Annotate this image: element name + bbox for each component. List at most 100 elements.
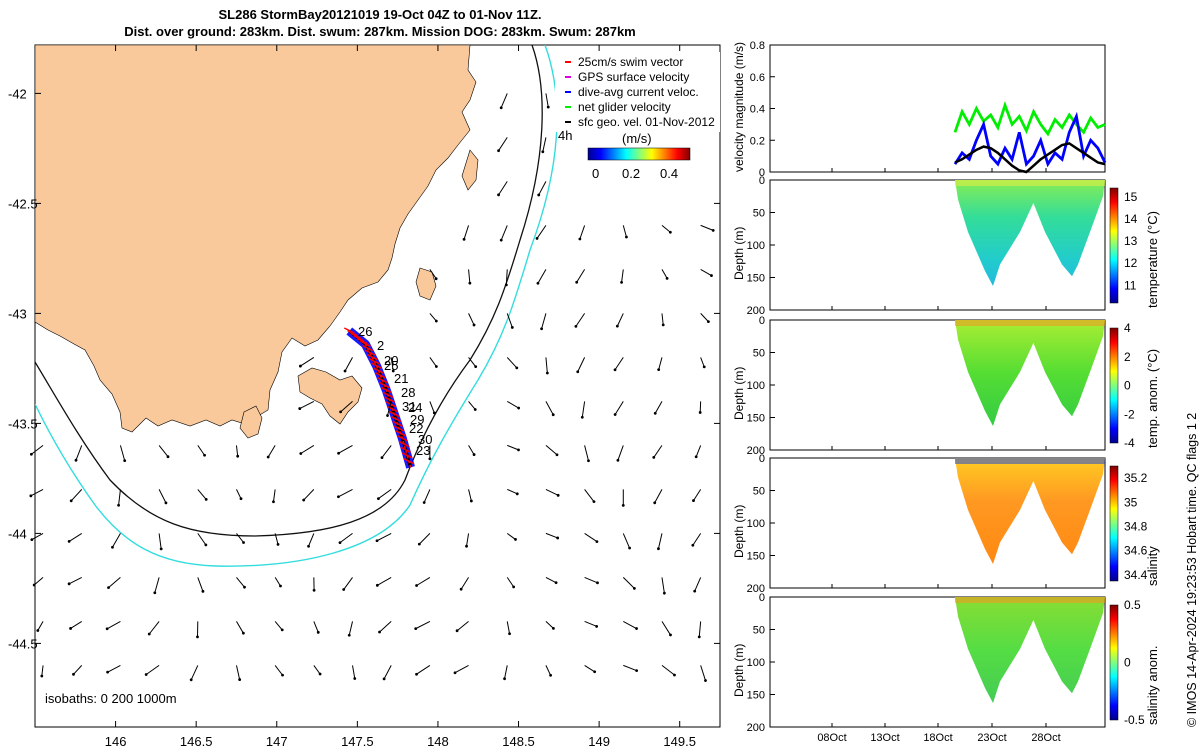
- geo-vel-arrow: [197, 489, 207, 500]
- colorbar-tick-2: 0.4: [660, 166, 678, 181]
- swim-vector: [390, 415, 402, 423]
- section-ytick-label: 0: [759, 453, 765, 465]
- geo-vel-arrow: [352, 665, 356, 679]
- geo-vel-arrow: [658, 357, 663, 370]
- geo-vel-arrowhead: [499, 106, 503, 110]
- geo-vel-arrow: [584, 620, 597, 627]
- geo-vel-arrow: [75, 445, 83, 461]
- time-xtick-label: 13Oct: [870, 732, 899, 744]
- geo-vel-arrowhead: [342, 588, 346, 591]
- geo-vel-arrow: [339, 532, 353, 544]
- velocity-series-line: [954, 142, 1106, 174]
- geo-vel-arrow: [545, 665, 552, 676]
- section-data-field: [955, 180, 1105, 286]
- geo-vel-arrowhead: [307, 544, 310, 548]
- colorbar-tick-label: -0.5: [1124, 713, 1145, 727]
- time-xtick-label: 28Oct: [1031, 732, 1060, 744]
- swim-vector: [379, 381, 390, 389]
- geo-vel-arrow: [616, 313, 624, 327]
- geo-vel-arrowhead: [36, 629, 40, 632]
- geo-vel-arrowhead: [105, 627, 109, 631]
- section-surface-band: [955, 458, 1105, 464]
- geo-vel-arrow: [622, 577, 635, 589]
- geo-vel-arrowhead: [510, 326, 514, 329]
- geo-vel-arrow: [584, 445, 589, 461]
- geo-vel-arrow: [468, 269, 471, 284]
- section-ytick-label: 100: [747, 380, 765, 392]
- geo-vel-arrowhead: [32, 583, 36, 587]
- geo-vel-arrow: [415, 620, 431, 630]
- geo-vel-arrow: [33, 577, 44, 586]
- geo-vel-arrow: [545, 621, 554, 629]
- geo-vel-arrow: [376, 532, 392, 542]
- geo-vel-arrow: [68, 532, 83, 542]
- geo-vel-arrowhead: [653, 411, 657, 415]
- section-ytick-label: 150: [747, 551, 765, 563]
- geo-vel-arrowhead: [540, 327, 543, 331]
- section-ytick-label: 200: [747, 583, 765, 595]
- geo-vel-arrow: [340, 401, 353, 413]
- colorbar-tick-label: 15: [1124, 190, 1138, 204]
- geo-vel-arrowhead: [453, 671, 457, 675]
- geo-vel-arrowhead: [111, 545, 114, 549]
- geo-vel-arrowhead: [514, 538, 517, 541]
- geo-vel-arrowhead: [595, 540, 599, 543]
- geo-vel-arrowhead: [386, 414, 389, 417]
- swim-vector: [360, 340, 371, 347]
- geo-vel-arrow: [584, 489, 595, 502]
- geo-vel-arrow: [545, 445, 558, 456]
- geo-vel-arrow: [584, 532, 598, 543]
- geo-vel-arrow: [300, 356, 315, 367]
- geo-vel-arrowhead: [242, 541, 245, 544]
- colorbar-tick-label: 0: [1124, 379, 1131, 393]
- geo-vel-arrow: [693, 489, 702, 501]
- geo-vel-arrow: [622, 533, 631, 549]
- geo-vel-arrow: [41, 665, 44, 677]
- swim-vector: [382, 391, 394, 398]
- geo-vel-arrowhead: [549, 673, 552, 677]
- swim-vector: [347, 329, 358, 337]
- legend-label: dive-avg current veloc.: [578, 85, 699, 99]
- colorbar-tick-label: 0.5: [1124, 598, 1141, 612]
- geo-vel-arrow: [236, 533, 244, 543]
- geo-vel-arrow: [70, 489, 83, 502]
- geo-vel-arrow: [158, 533, 162, 549]
- geo-vel-arrowhead: [694, 455, 698, 459]
- geo-vel-arrowhead: [74, 458, 78, 462]
- geo-vel-arrow: [584, 576, 598, 584]
- swim-vector: [377, 377, 388, 384]
- geo-vel-arrowhead: [554, 581, 558, 585]
- geo-vel-arrow: [623, 664, 637, 672]
- section-ytick-label: 0: [759, 175, 765, 187]
- geo-vel-arrow: [197, 577, 204, 592]
- colorbar-tick-0: 0: [592, 166, 599, 181]
- geo-vel-arrow: [338, 488, 353, 498]
- track-label: 2: [377, 338, 384, 353]
- geo-vel-arrowhead: [107, 586, 110, 590]
- swim-vector: [401, 452, 413, 459]
- geo-vel-arrowhead: [204, 543, 208, 547]
- geo-vel-arrow: [468, 445, 475, 455]
- geo-vel-arrow: [274, 577, 281, 587]
- geo-vel-arrow: [429, 269, 437, 279]
- geo-vel-arrow: [31, 445, 44, 455]
- geo-vel-arrowhead: [469, 499, 473, 503]
- geo-vel-arrow: [68, 576, 82, 585]
- isobath-1000m: [35, 45, 558, 567]
- geo-vel-arrowhead: [378, 630, 381, 634]
- track-label: 31: [402, 399, 416, 414]
- map-colorbar: 4h (m/s) 0 0.2 0.4: [558, 128, 691, 181]
- swim-vector: [369, 358, 380, 365]
- geo-vel-arrow: [577, 357, 586, 372]
- geo-vel-arrowhead: [462, 237, 466, 241]
- colorbar-tick-label: -2: [1124, 407, 1135, 421]
- geo-vel-arrowhead: [459, 587, 463, 591]
- geo-vel-arrowhead: [702, 365, 706, 369]
- geo-vel-arrowhead: [67, 539, 71, 543]
- geo-vel-arrow: [506, 400, 519, 409]
- geo-vel-arrowhead: [337, 495, 340, 499]
- geo-vel-arrow: [107, 664, 121, 673]
- geo-vel-arrowhead: [69, 499, 73, 503]
- section-surface-band: [955, 180, 1105, 186]
- geo-vel-arrowhead: [632, 586, 636, 590]
